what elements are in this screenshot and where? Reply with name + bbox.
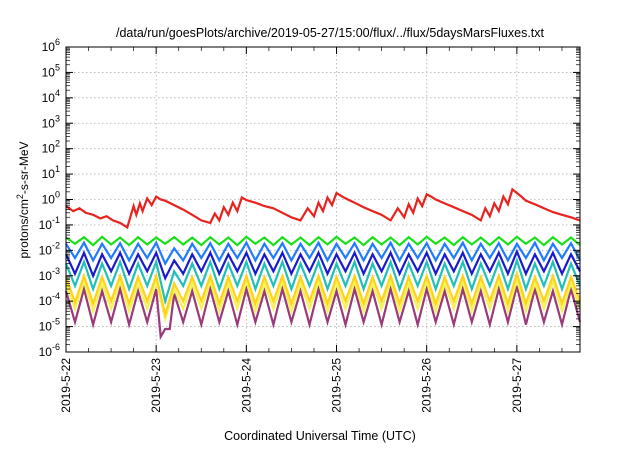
- y-tick-exponent: 4: [55, 88, 60, 98]
- x-tick-label: 2019-5-25: [330, 358, 344, 413]
- y-axis-label-sup: 2: [15, 194, 25, 199]
- y-tick-base: 10: [39, 320, 53, 334]
- series-line-1: [65, 187, 581, 230]
- series-line-5: [64, 256, 582, 306]
- y-tick-label: 10-2: [39, 240, 60, 257]
- y-tick-exponent: 5: [55, 62, 60, 72]
- series-line-4: [65, 248, 581, 281]
- y-tick-label: 10-3: [39, 266, 60, 283]
- y-axis-ticks: 10-610-510-410-310-210-11001011021031041…: [39, 37, 580, 359]
- y-tick-base: 10: [39, 345, 53, 359]
- y-tick-label: 10-1: [39, 215, 60, 232]
- y-tick-base: 10: [42, 142, 56, 156]
- y-tick-label: 10-5: [39, 317, 60, 334]
- y-tick-exponent: -3: [52, 266, 60, 276]
- x-tick-label: 2019-5-24: [239, 358, 253, 413]
- y-tick-exponent: 1: [55, 164, 60, 174]
- series-line-8: [64, 284, 582, 341]
- y-tick-exponent: -5: [52, 317, 60, 327]
- y-tick-base: 10: [42, 116, 56, 130]
- y-axis-label-main: protons/cm: [17, 199, 31, 258]
- x-axis-ticks: 2019-5-22 2019-5-23 2019-5-24 2019-5-25 2019…: [59, 47, 563, 413]
- y-axis-label: protons/cm2-s-sr-MeV: [15, 141, 31, 258]
- y-tick-base: 10: [42, 167, 56, 181]
- y-tick-label: 104: [42, 88, 60, 105]
- y-tick-label: 101: [42, 164, 60, 181]
- data-series-group: [64, 187, 582, 341]
- x-tick-label: 2019-5-27: [510, 358, 524, 413]
- series-line-6: [64, 269, 582, 319]
- y-tick-exponent: 2: [55, 139, 60, 149]
- series-line-2: [65, 235, 581, 247]
- y-tick-base: 10: [39, 269, 53, 283]
- y-tick-base: 10: [39, 243, 53, 257]
- y-tick-label: 10-4: [39, 291, 60, 308]
- y-tick-exponent: -4: [52, 291, 60, 301]
- y-tick-base: 10: [42, 193, 56, 207]
- y-tick-exponent: 6: [55, 37, 60, 47]
- y-tick-exponent: -1: [52, 215, 60, 225]
- y-tick-base: 10: [42, 65, 56, 79]
- y-tick-base: 10: [39, 294, 53, 308]
- y-tick-base: 10: [42, 40, 56, 54]
- series-line-3: [65, 240, 581, 267]
- y-tick-label: 102: [42, 139, 60, 156]
- y-tick-exponent: 0: [55, 190, 60, 200]
- y-tick-label: 10-6: [39, 342, 60, 359]
- y-tick-exponent: -2: [52, 240, 60, 250]
- x-tick-label: 2019-5-22: [59, 358, 73, 413]
- y-tick-exponent: 3: [55, 113, 60, 123]
- x-tick-label: 2019-5-26: [420, 358, 434, 413]
- y-tick-label: 106: [42, 37, 60, 54]
- y-tick-base: 10: [42, 91, 56, 105]
- x-axis-label: Coordinated Universal Time (UTC): [224, 429, 416, 443]
- x-tick-label: 2019-5-23: [149, 358, 163, 413]
- y-tick-label: 100: [42, 190, 60, 207]
- series-line-7: [64, 275, 582, 324]
- y-tick-label: 105: [42, 62, 60, 79]
- chart-title: /data/run/goesPlots/archive/2019-05-27/1…: [116, 26, 545, 40]
- y-tick-base: 10: [39, 218, 53, 232]
- y-axis-label-rest: -s-sr-MeV: [17, 141, 31, 194]
- y-tick-label: 103: [42, 113, 60, 130]
- y-tick-exponent: -6: [52, 342, 60, 352]
